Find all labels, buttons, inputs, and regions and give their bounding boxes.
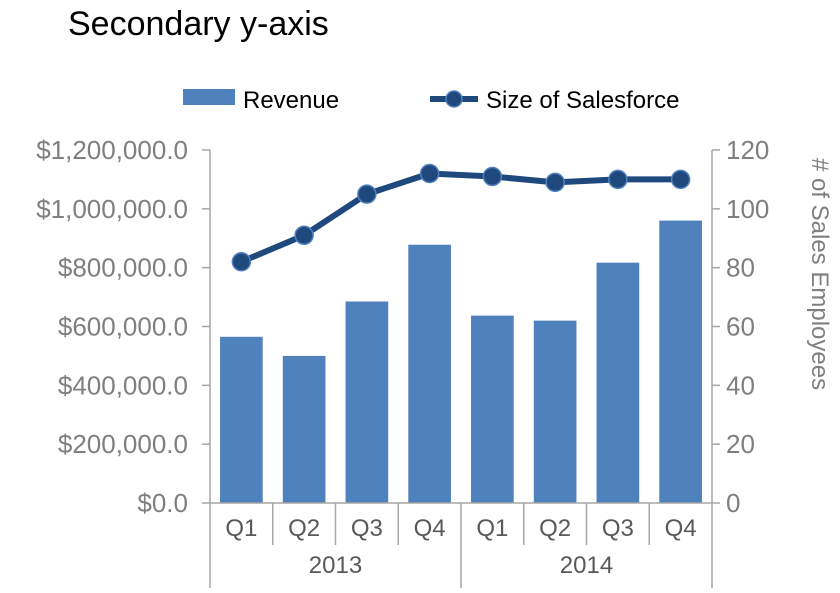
y2-tick-label: 120 <box>726 135 769 165</box>
x-tick-label: Q2 <box>539 515 571 542</box>
x-tick-label: Q1 <box>225 515 257 542</box>
y-tick-label: $1,200,000.0 <box>36 135 188 165</box>
salesforce-line <box>240 170 681 265</box>
legend-revenue-label: Revenue <box>243 87 339 114</box>
revenue-bar <box>220 336 263 503</box>
salesforce-point <box>294 225 314 246</box>
revenue-bar <box>596 262 640 503</box>
y-tick-label: $400,000.0 <box>58 370 188 400</box>
x-tick-label: Q4 <box>414 515 446 542</box>
x-tick-label: Q3 <box>602 515 634 542</box>
revenue-bar <box>345 301 389 503</box>
chart-title: Secondary y-axis <box>68 5 329 43</box>
y2-tick-label: 20 <box>726 429 755 459</box>
x-group-label: 2014 <box>560 552 613 579</box>
salesforce-point <box>545 172 565 193</box>
x-tick-label: Q4 <box>665 515 697 542</box>
x-tick-label: Q2 <box>288 515 320 542</box>
salesforce-point <box>608 169 628 190</box>
y2-tick-label: 40 <box>726 370 755 400</box>
legend-salesforce-marker <box>445 90 463 108</box>
y-tick-label: $600,000.0 <box>58 312 188 342</box>
legend: Revenue Size of Salesforce <box>183 87 679 114</box>
revenue-bar <box>471 315 514 503</box>
revenue-bar <box>282 355 326 503</box>
revenue-bar <box>408 244 451 503</box>
plot-area: $0.0 $200,000.0 $400,000.0 $600,000.0 $800,0… <box>36 135 769 588</box>
salesforce-point <box>231 252 252 272</box>
salesforce-point <box>482 166 503 187</box>
y-tick-label: $0.0 <box>137 488 188 518</box>
legend-revenue-swatch <box>183 89 235 105</box>
x-tick-label: Q1 <box>476 515 508 542</box>
x-group-label: 2013 <box>309 552 362 579</box>
y2-axis-title: # of Sales Employees <box>806 158 833 390</box>
legend-salesforce-label: Size of Salesforce <box>486 87 679 114</box>
salesforce-point <box>357 184 377 204</box>
y-tick-label: $1,000,000.0 <box>36 194 188 224</box>
y2-tick-label: 80 <box>726 253 755 283</box>
revenue-bar <box>533 320 577 503</box>
salesforce-point <box>419 163 440 184</box>
revenue-bar <box>659 220 702 503</box>
y-tick-label: $200,000.0 <box>58 429 188 459</box>
y2-tick-label: 60 <box>726 312 755 342</box>
y-tick-label: $800,000.0 <box>58 253 188 283</box>
x-tick-label: Q3 <box>351 515 383 542</box>
y2-tick-label: 100 <box>726 194 769 224</box>
y2-tick-label: 0 <box>726 488 740 518</box>
salesforce-point <box>670 169 691 190</box>
